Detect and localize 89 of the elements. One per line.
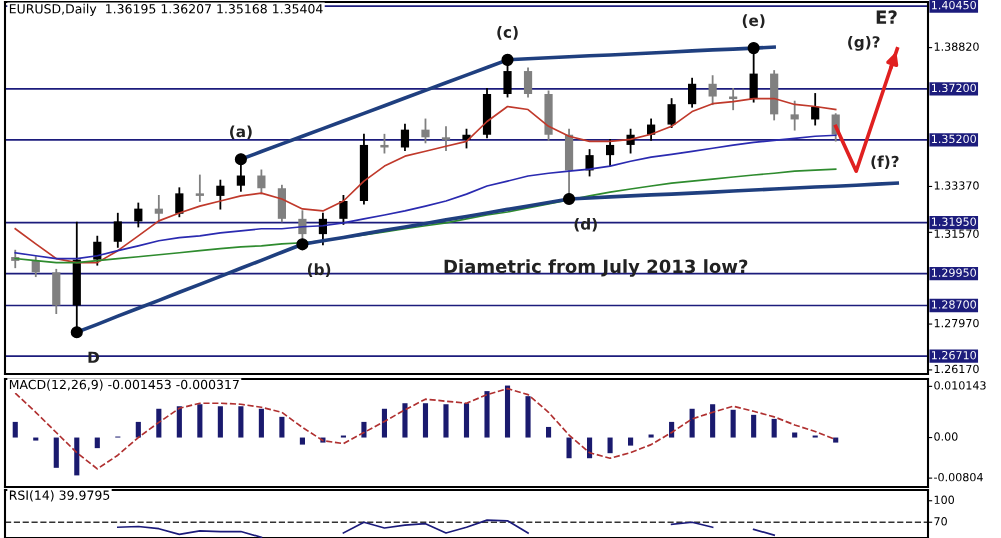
data-label: (f)? bbox=[871, 155, 899, 170]
candlestick bbox=[811, 93, 820, 126]
bar bbox=[545, 426, 552, 438]
bar bbox=[12, 421, 18, 438]
bar bbox=[669, 421, 675, 438]
data-label: (e) bbox=[742, 14, 765, 28]
bar bbox=[238, 406, 244, 438]
point bbox=[234, 153, 247, 166]
y-tick-label: 0.00 bbox=[934, 432, 958, 441]
bar bbox=[689, 408, 695, 438]
y-tick-label: 100 bbox=[934, 495, 955, 504]
bar bbox=[279, 416, 285, 438]
point bbox=[296, 238, 309, 251]
bar bbox=[648, 434, 654, 438]
bar bbox=[771, 418, 777, 438]
annotation: E? bbox=[876, 10, 897, 24]
bar bbox=[156, 408, 162, 438]
data-label: (g)? bbox=[848, 35, 880, 51]
candlestick bbox=[441, 126, 451, 151]
bar bbox=[258, 408, 264, 438]
candlestick bbox=[134, 202, 143, 228]
candlestick bbox=[688, 77, 697, 108]
bar bbox=[443, 404, 449, 438]
bar bbox=[833, 437, 839, 443]
candlestick bbox=[421, 118, 430, 144]
point bbox=[562, 192, 576, 206]
bar bbox=[74, 437, 80, 476]
bar bbox=[504, 385, 511, 438]
data-label: (a) bbox=[230, 125, 252, 140]
candlestick bbox=[523, 67, 533, 98]
bar bbox=[33, 437, 39, 441]
bar bbox=[340, 435, 346, 438]
ref-line-label: 1.31950 bbox=[931, 217, 976, 226]
bar bbox=[422, 403, 429, 438]
point bbox=[501, 53, 514, 66]
ref-line-label: 1.37200 bbox=[931, 83, 976, 93]
y-tick-label: 70 bbox=[934, 517, 947, 526]
bar bbox=[525, 396, 531, 438]
bar bbox=[299, 437, 305, 445]
bar bbox=[812, 435, 818, 438]
y-tick-label: 1.38820 bbox=[934, 42, 979, 51]
ref-line-label: 1.29950 bbox=[931, 268, 976, 277]
point bbox=[70, 326, 83, 339]
candlestick bbox=[790, 100, 799, 131]
ref-line-label: 1.40450 bbox=[931, 0, 976, 10]
chart-title: EURUSD,Daily 1.36195 1.36207 1.35168 1.35404 bbox=[9, 3, 323, 16]
bar bbox=[566, 437, 572, 459]
candlestick bbox=[175, 187, 184, 218]
point bbox=[747, 42, 760, 55]
candlestick bbox=[339, 194, 348, 225]
candlestick bbox=[667, 98, 676, 129]
candlestick bbox=[605, 138, 615, 167]
bar bbox=[217, 406, 223, 438]
y-tick-label: 1.33370 bbox=[934, 181, 979, 190]
ref-line-label: 1.35200 bbox=[931, 134, 976, 144]
bar bbox=[751, 414, 757, 438]
bar bbox=[484, 391, 490, 438]
bar bbox=[197, 404, 203, 438]
bar bbox=[381, 408, 388, 438]
chart-title: MACD(12,26,9) -0.001453 -0.000317 bbox=[9, 379, 239, 391]
ref-line-label: 1.28700 bbox=[931, 300, 976, 309]
bar bbox=[628, 437, 634, 446]
candlestick bbox=[257, 169, 266, 195]
bar bbox=[176, 406, 182, 438]
candlestick bbox=[708, 75, 717, 106]
bar bbox=[53, 437, 59, 468]
bar bbox=[402, 403, 408, 438]
y-tick-label: 1.31570 bbox=[934, 229, 979, 238]
bar bbox=[361, 421, 367, 438]
bar bbox=[94, 437, 100, 449]
candlestick bbox=[113, 212, 122, 248]
bar bbox=[792, 432, 798, 438]
ref-line-label: 1.26710 bbox=[931, 350, 976, 360]
candlestick bbox=[400, 123, 410, 151]
candlestick bbox=[195, 174, 204, 202]
bar bbox=[463, 403, 470, 438]
bar bbox=[710, 404, 716, 438]
candlestick bbox=[216, 179, 225, 210]
bar bbox=[135, 421, 141, 438]
bar bbox=[607, 437, 613, 454]
y-tick-label: 1.26170 bbox=[934, 364, 979, 374]
candlestick bbox=[154, 194, 163, 223]
annotation: Diametric from July 2013 low? bbox=[444, 259, 748, 277]
y-tick-label: 0.010143 bbox=[934, 381, 986, 390]
y-tick-label: 1.27970 bbox=[934, 318, 979, 328]
y-tick-label: -0.00804 bbox=[934, 472, 983, 482]
data-label: (c) bbox=[497, 26, 518, 40]
bar bbox=[730, 409, 736, 438]
chart-title: RSI(14) 39.9795 bbox=[9, 490, 110, 502]
